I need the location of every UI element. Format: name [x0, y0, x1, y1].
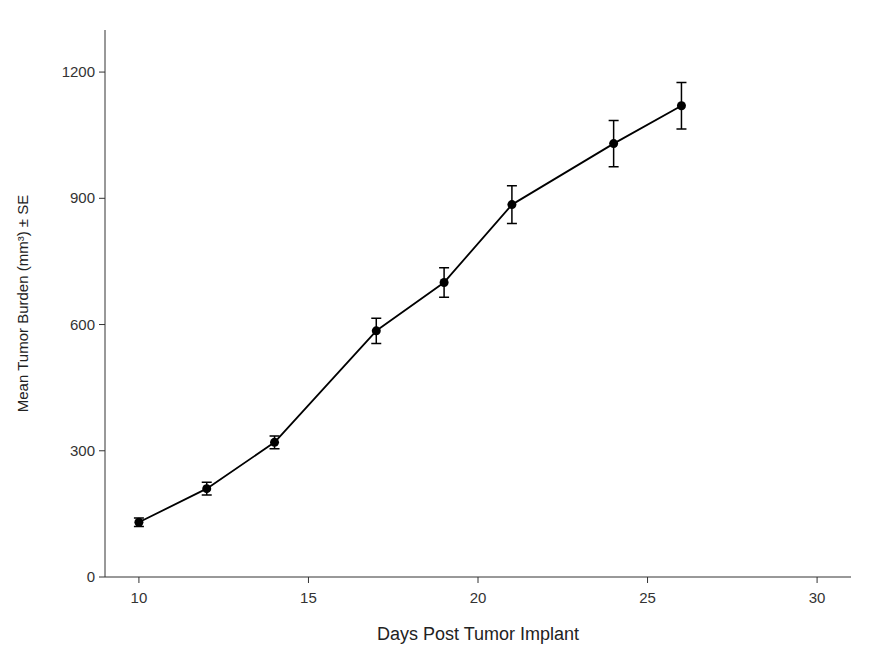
y-tick [99, 450, 105, 451]
marker [202, 484, 211, 493]
x-tick-label: 30 [809, 589, 826, 606]
error-bar [676, 83, 686, 129]
x-tick-label: 25 [639, 589, 656, 606]
marker [372, 326, 381, 335]
y-axis-label: Mean Tumor Burden (mm³) ± SE [14, 195, 31, 412]
y-tick-label: 1200 [62, 63, 95, 80]
y-tick-label: 300 [70, 442, 95, 459]
error-bar [439, 268, 449, 297]
x-tick-label: 10 [131, 589, 148, 606]
y-tick [99, 198, 105, 199]
x-tick-label: 15 [300, 589, 317, 606]
plot-data [134, 83, 687, 527]
x-tick [647, 577, 648, 583]
marker [507, 200, 516, 209]
y-tick [99, 72, 105, 73]
x-tick [138, 577, 139, 583]
marker [134, 518, 143, 527]
x-tick [308, 577, 309, 583]
x-tick [478, 577, 479, 583]
y-tick-label: 900 [70, 189, 95, 206]
marker [677, 101, 686, 110]
error-bar [609, 120, 619, 166]
chart: 101520253003006009001200Days Post Tumor … [0, 0, 886, 662]
y-tick [99, 324, 105, 325]
y-tick-label: 600 [70, 316, 95, 333]
y-axis-line [105, 30, 106, 577]
error-bar [507, 186, 517, 224]
error-bar [371, 318, 381, 343]
line [139, 106, 682, 523]
marker [270, 438, 279, 447]
x-axis-label: Days Post Tumor Implant [377, 624, 579, 644]
y-tick-label: 0 [87, 568, 95, 585]
marker [609, 139, 618, 148]
axes: 101520253003006009001200 [62, 30, 851, 606]
y-tick [99, 577, 105, 578]
error-bar [134, 518, 144, 526]
error-bar [202, 482, 212, 495]
marker [440, 278, 449, 287]
x-tick [817, 577, 818, 583]
x-tick-label: 20 [470, 589, 487, 606]
